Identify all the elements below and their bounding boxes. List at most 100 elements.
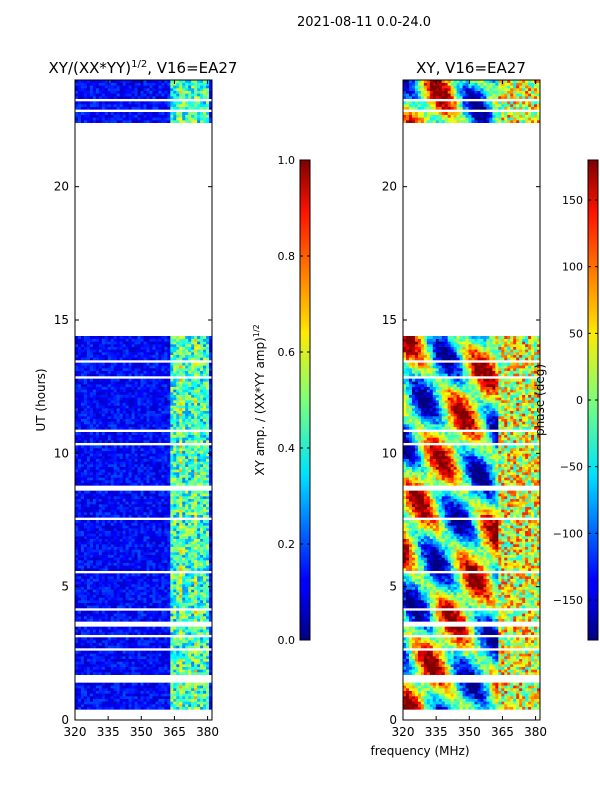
heatmap-cell: [89, 381, 94, 385]
heatmap-cell: [122, 629, 127, 633]
heatmap-cell: [164, 456, 168, 459]
heatmap-cell: [194, 512, 198, 515]
heatmap-cell: [131, 506, 135, 510]
heatmap-cell: [161, 405, 165, 409]
heatmap-cell: [179, 493, 183, 497]
heatmap-cell: [167, 402, 171, 406]
heatmap-cell: [188, 426, 192, 430]
heatmap-cell: [191, 384, 195, 387]
heatmap-cell: [140, 592, 144, 595]
heatmap-cell: [83, 584, 88, 587]
heatmap-cell: [77, 661, 82, 665]
heatmap-cell: [197, 421, 201, 425]
heatmap-cell: [203, 538, 207, 542]
heatmap-cell: [77, 706, 82, 710]
heatmap-cell: [182, 490, 186, 494]
heatmap-cell: [86, 506, 91, 510]
heatmap-cell: [197, 464, 201, 467]
heatmap-cell: [158, 693, 162, 697]
heatmap-cell: [194, 456, 198, 459]
heatmap-cell: [131, 522, 135, 526]
heatmap-cell: [125, 661, 130, 665]
heatmap-cell: [110, 562, 115, 566]
heatmap-cell: [152, 546, 156, 550]
heatmap-cell: [83, 381, 88, 385]
heatmap-cell: [185, 576, 189, 579]
heatmap-cell: [101, 384, 106, 387]
heatmap-cell: [161, 522, 165, 526]
heatmap-cell: [188, 384, 192, 387]
heatmap-cell: [152, 626, 156, 630]
heatmap-cell: [77, 552, 82, 555]
heatmap-cell: [113, 605, 118, 609]
heatmap-cell: [83, 701, 88, 705]
heatmap-cell: [128, 618, 132, 622]
heatmap-cell: [194, 402, 198, 406]
heatmap-cell: [143, 472, 147, 475]
heatmap-cell: [75, 522, 79, 526]
heatmap-cell: [95, 690, 100, 694]
heatmap-cell: [185, 506, 189, 510]
heatmap-cell: [149, 482, 153, 486]
heatmap-cell: [200, 560, 204, 563]
heatmap-cell: [176, 424, 180, 427]
heatmap-cell: [101, 586, 106, 590]
heatmap-cell: [128, 506, 132, 510]
heatmap-cell: [185, 594, 189, 598]
heatmap-cell: [179, 584, 183, 587]
heatmap-cell: [80, 666, 85, 670]
heatmap-cell: [101, 632, 106, 635]
heatmap-cell: [140, 573, 144, 577]
heatmap-cell: [134, 554, 138, 558]
heatmap-cell: [131, 693, 135, 697]
heatmap-cell: [131, 424, 135, 427]
heatmap-cell: [92, 538, 97, 542]
heatmap-cell: [146, 645, 150, 649]
heatmap-cell: [125, 664, 130, 667]
heatmap-cell: [80, 533, 85, 537]
heatmap-cell: [152, 410, 156, 414]
heatmap-cell: [128, 400, 132, 403]
heatmap-cell: [131, 381, 135, 385]
heatmap-cell: [167, 586, 171, 590]
heatmap-cell: [200, 533, 204, 537]
heatmap-cell: [131, 498, 135, 502]
heatmap-cell: [161, 696, 165, 699]
heatmap-cell: [86, 642, 91, 646]
heatmap-cell: [209, 685, 212, 689]
heatmap-cell: [140, 445, 144, 449]
heatmap-cell: [134, 384, 138, 387]
heatmap-cell: [155, 693, 159, 697]
heatmap-cell: [92, 424, 97, 427]
heatmap-cell: [152, 586, 156, 590]
heatmap-cell: [152, 453, 156, 457]
heatmap-cell: [128, 440, 132, 443]
heatmap-cell: [176, 394, 180, 398]
heatmap-cell: [137, 512, 141, 515]
heatmap-cell: [104, 490, 109, 494]
heatmap-cell: [161, 445, 165, 449]
heatmap-cell: [113, 381, 118, 385]
heatmap-cell: [167, 704, 171, 707]
heatmap-cell: [179, 706, 183, 710]
heatmap-cell: [110, 552, 115, 555]
heatmap-cell: [188, 501, 192, 505]
heatmap-cell: [188, 477, 192, 481]
heatmap-cell: [203, 581, 207, 585]
heatmap-cell: [77, 602, 82, 606]
heatmap-cell: [164, 586, 168, 590]
heatmap-cell: [170, 474, 174, 478]
heatmap-cell: [77, 554, 82, 558]
heatmap-cell: [209, 461, 212, 465]
heatmap-cell: [75, 701, 79, 705]
heatmap-cell: [75, 653, 79, 657]
heatmap-cell: [113, 610, 118, 614]
heatmap-cell: [158, 642, 162, 646]
heatmap-cell: [95, 637, 100, 641]
heatmap-cell: [200, 650, 204, 654]
heatmap-cell: [170, 498, 174, 502]
heatmap-cell: [209, 421, 212, 425]
heatmap-cell: [182, 645, 186, 649]
heatmap-cell: [155, 605, 159, 609]
heatmap-cell: [116, 493, 121, 497]
